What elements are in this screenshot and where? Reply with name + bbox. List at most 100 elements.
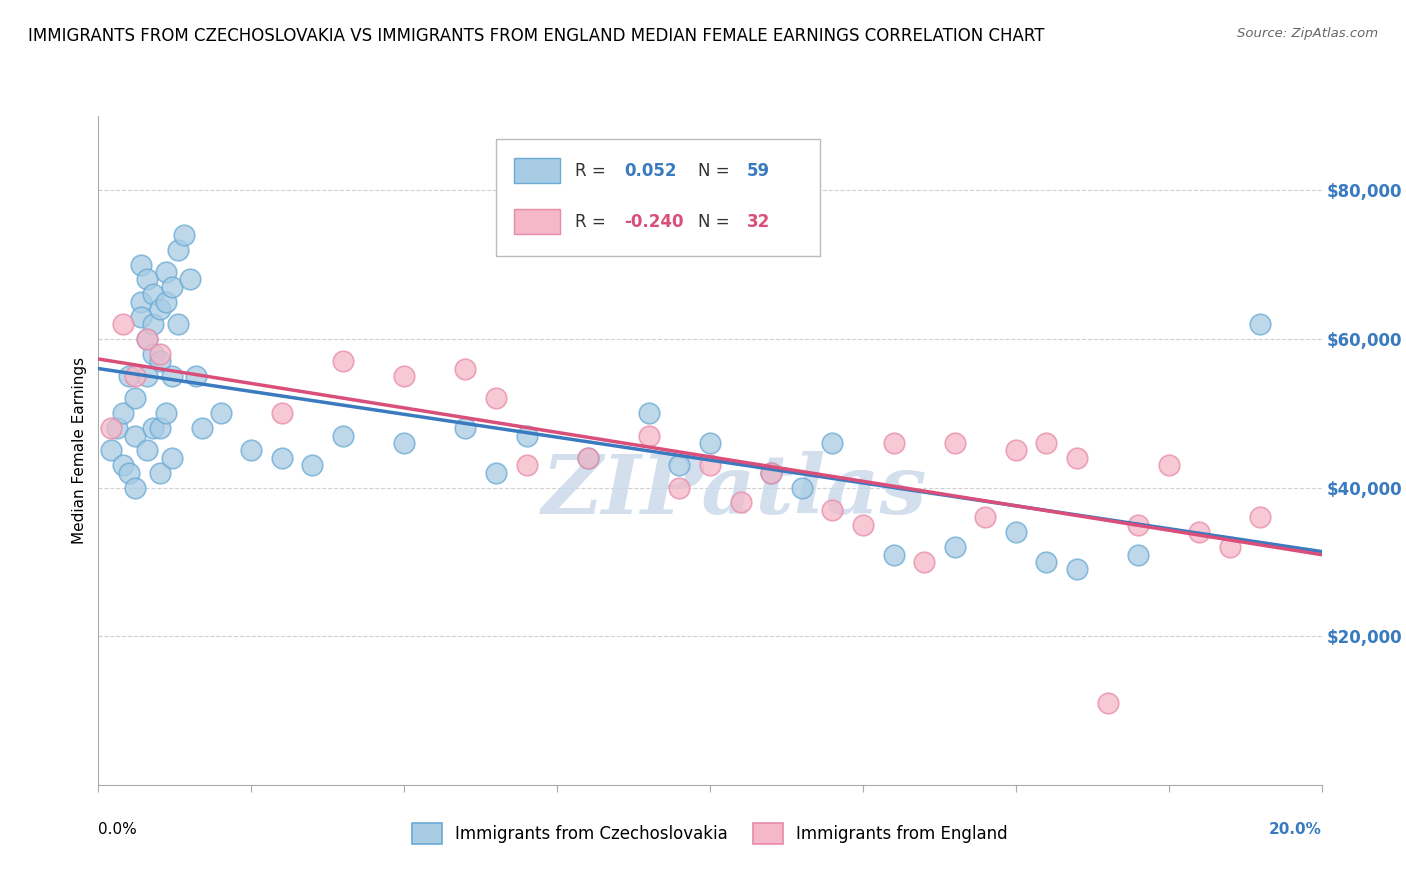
Point — [155, 406, 177, 420]
Point — [105, 421, 128, 435]
FancyBboxPatch shape — [515, 210, 560, 234]
Point — [699, 436, 721, 450]
Point — [270, 450, 292, 465]
Point — [332, 428, 354, 442]
Point — [129, 310, 152, 324]
Point — [516, 428, 538, 442]
Point — [454, 421, 477, 435]
Point — [136, 332, 159, 346]
Point — [240, 443, 263, 458]
Text: Source: ZipAtlas.com: Source: ZipAtlas.com — [1237, 27, 1378, 40]
Text: 0.052: 0.052 — [624, 161, 676, 180]
FancyBboxPatch shape — [515, 159, 560, 183]
Point — [852, 517, 875, 532]
FancyBboxPatch shape — [496, 139, 820, 257]
Legend: Immigrants from Czechoslovakia, Immigrants from England: Immigrants from Czechoslovakia, Immigran… — [405, 816, 1015, 850]
Point — [186, 369, 208, 384]
Point — [1035, 436, 1057, 450]
Point — [730, 495, 752, 509]
Point — [129, 294, 152, 309]
Point — [100, 443, 122, 458]
Point — [1097, 696, 1119, 710]
Point — [516, 458, 538, 473]
Point — [111, 317, 134, 331]
Point — [124, 428, 146, 442]
Point — [1128, 548, 1150, 562]
Point — [160, 280, 183, 294]
Text: 20.0%: 20.0% — [1268, 822, 1322, 837]
Point — [155, 265, 177, 279]
Point — [974, 510, 997, 524]
Point — [111, 458, 134, 473]
Point — [759, 466, 782, 480]
Point — [111, 406, 134, 420]
Point — [149, 421, 172, 435]
Point — [699, 458, 721, 473]
Point — [1066, 450, 1088, 465]
Point — [149, 347, 172, 361]
Point — [883, 548, 905, 562]
Point — [149, 354, 172, 368]
Point — [668, 481, 690, 495]
Point — [943, 436, 966, 450]
Point — [124, 369, 146, 384]
Text: R =: R = — [575, 161, 612, 180]
Point — [179, 272, 201, 286]
Point — [124, 481, 146, 495]
Point — [883, 436, 905, 450]
Point — [1066, 562, 1088, 576]
Point — [124, 392, 146, 406]
Point — [1219, 540, 1241, 554]
Text: IMMIGRANTS FROM CZECHOSLOVAKIA VS IMMIGRANTS FROM ENGLAND MEDIAN FEMALE EARNINGS: IMMIGRANTS FROM CZECHOSLOVAKIA VS IMMIGR… — [28, 27, 1045, 45]
Point — [160, 450, 183, 465]
Point — [270, 406, 292, 420]
Point — [637, 428, 661, 442]
Text: 0.0%: 0.0% — [98, 822, 138, 837]
Point — [637, 406, 661, 420]
Point — [1157, 458, 1180, 473]
Point — [160, 369, 183, 384]
Text: -0.240: -0.240 — [624, 212, 683, 231]
Point — [136, 369, 159, 384]
Point — [576, 450, 599, 465]
Point — [821, 503, 844, 517]
Point — [821, 436, 844, 450]
Point — [136, 272, 159, 286]
Point — [136, 332, 159, 346]
Text: 59: 59 — [747, 161, 770, 180]
Point — [149, 302, 172, 317]
Point — [118, 466, 141, 480]
Point — [1128, 517, 1150, 532]
Point — [136, 443, 159, 458]
Point — [576, 450, 599, 465]
Text: N =: N = — [697, 212, 735, 231]
Point — [1249, 317, 1271, 331]
Y-axis label: Median Female Earnings: Median Female Earnings — [72, 357, 87, 544]
Point — [912, 555, 935, 569]
Point — [167, 317, 190, 331]
Point — [142, 421, 165, 435]
Point — [485, 392, 508, 406]
Point — [392, 436, 416, 450]
Point — [142, 287, 165, 301]
Point — [454, 361, 477, 376]
Point — [142, 347, 165, 361]
Point — [155, 294, 177, 309]
Point — [100, 421, 122, 435]
Point — [759, 466, 782, 480]
Point — [1004, 443, 1026, 458]
Point — [129, 258, 152, 272]
Point — [173, 227, 195, 242]
Point — [209, 406, 232, 420]
Point — [485, 466, 508, 480]
Point — [392, 369, 416, 384]
Point — [1188, 525, 1211, 540]
Text: 32: 32 — [747, 212, 770, 231]
Point — [118, 369, 141, 384]
Point — [149, 466, 172, 480]
Point — [191, 421, 214, 435]
Point — [332, 354, 354, 368]
Point — [943, 540, 966, 554]
Text: R =: R = — [575, 212, 612, 231]
Point — [668, 458, 690, 473]
